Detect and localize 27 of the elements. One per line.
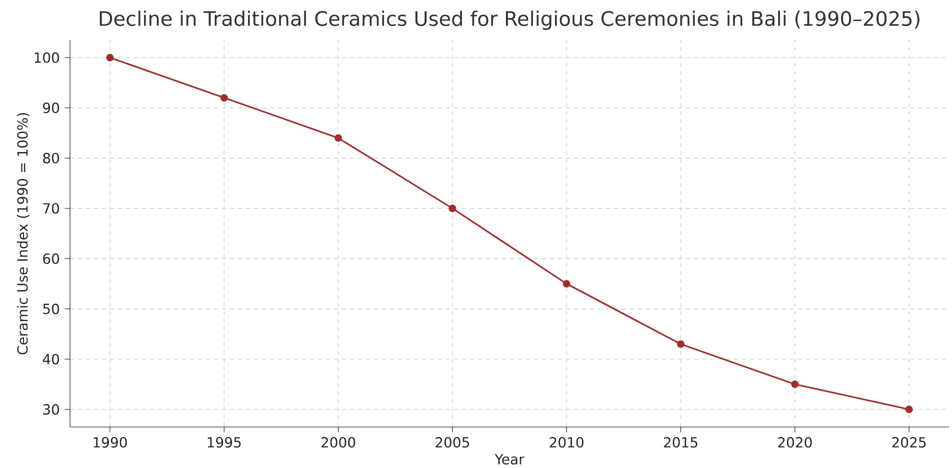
x-tick-label: 2010 [550, 437, 584, 448]
point [791, 380, 799, 388]
chart-title: Decline in Traditional Ceramics Used for Religious Ceremonies in Bali (1990–2025) [100, 10, 920, 30]
point [220, 94, 228, 102]
y-tick-label: 100 [34, 52, 60, 63]
point [448, 204, 456, 212]
point [106, 54, 114, 62]
y-tick-label: 90 [43, 102, 60, 114]
x-tick-label: 1990 [94, 437, 127, 448]
x-tick-label: 2025 [892, 437, 926, 448]
y-tick-label: 40 [42, 354, 60, 364]
y-tick-label: 60 [43, 253, 60, 264]
y-tick-label: 50 [43, 304, 60, 314]
y-tick-label: 30 [43, 404, 60, 415]
x-axis-title: Year [494, 454, 524, 465]
point [677, 340, 684, 348]
x-tick-label: 2020 [778, 437, 812, 448]
point [562, 280, 570, 288]
y-tick-label: 70 [43, 203, 60, 214]
x-tick-label: 2015 [664, 437, 698, 448]
x-tick-label: 1995 [208, 437, 241, 448]
point [905, 406, 913, 414]
y-tick-label: 80 [43, 152, 60, 164]
x-tick-label: 2000 [321, 437, 356, 448]
x-tick-label: 2005 [436, 437, 469, 448]
point [334, 134, 342, 142]
y-axis-title: Ceramic Use Index (1990 = 100%) [16, 113, 30, 354]
